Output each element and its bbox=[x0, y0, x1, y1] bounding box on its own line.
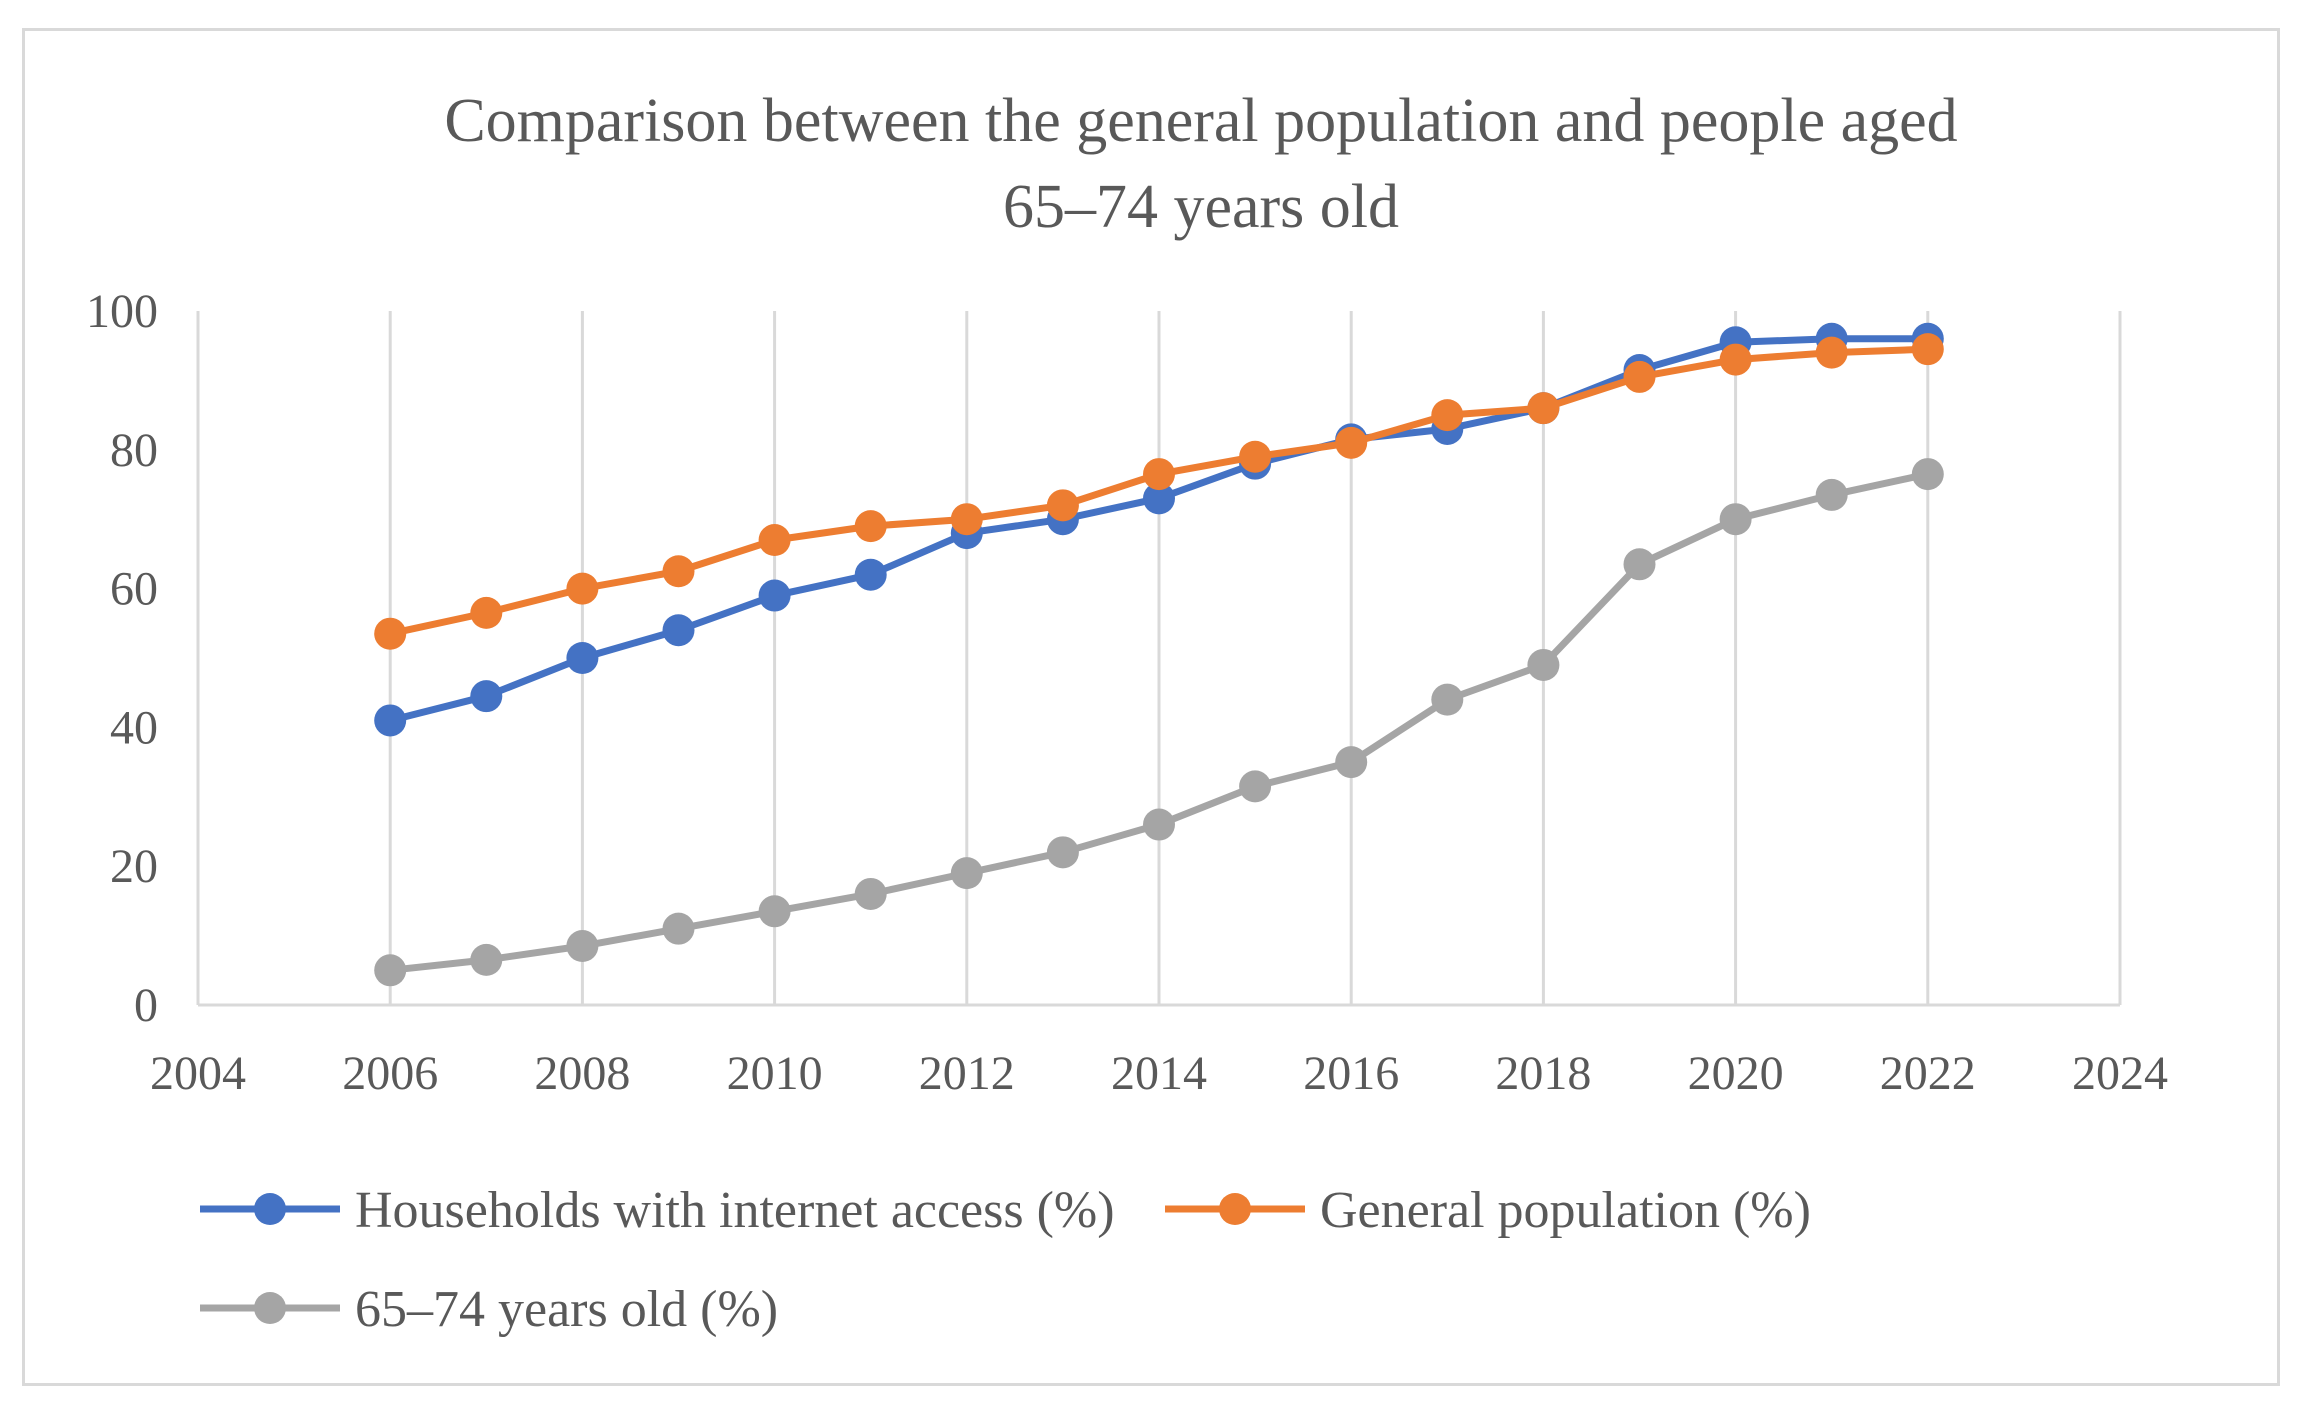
series-2-point-2015 bbox=[1239, 440, 1272, 473]
legend-entry-3: 65–74 years old (%) bbox=[200, 1281, 778, 1338]
series-1-point-2011 bbox=[854, 558, 887, 591]
series-3-point-2011 bbox=[854, 877, 887, 910]
x-tick-label-2024: 2024 bbox=[2072, 1047, 2168, 1100]
series-3-point-2018 bbox=[1527, 648, 1560, 681]
series-3-point-2020 bbox=[1719, 503, 1752, 536]
x-tick-label-2016: 2016 bbox=[1303, 1047, 1399, 1100]
chart-title-line-2: 65–74 years old bbox=[1003, 173, 1399, 241]
x-tick-label-2010: 2010 bbox=[727, 1047, 823, 1100]
series-3-point-2009 bbox=[662, 912, 695, 945]
series-2-point-2020 bbox=[1719, 343, 1752, 376]
series-3-point-2010 bbox=[758, 895, 791, 928]
legend: Households with internet access (%) Gener… bbox=[200, 1182, 1811, 1338]
series-3 bbox=[374, 458, 1944, 987]
legend-label-3: 65–74 years old (%) bbox=[355, 1281, 778, 1338]
series-3-point-2021 bbox=[1815, 478, 1848, 511]
legend-label-1: Households with internet access (%) bbox=[355, 1182, 1115, 1239]
series-1-point-2010 bbox=[758, 579, 791, 612]
series-3-point-2013 bbox=[1046, 836, 1079, 869]
series-2-point-2007 bbox=[470, 596, 503, 629]
y-tick-label-0: 0 bbox=[134, 979, 158, 1032]
series-2-point-2018 bbox=[1527, 392, 1560, 425]
series-1-point-2007 bbox=[470, 680, 503, 713]
y-tick-label-60: 60 bbox=[110, 563, 158, 616]
y-tick-label-40: 40 bbox=[110, 701, 158, 754]
series-2-point-2021 bbox=[1815, 336, 1848, 369]
series-2-point-2013 bbox=[1046, 489, 1079, 522]
series-2-point-2022 bbox=[1911, 333, 1944, 366]
series-2-point-2017 bbox=[1431, 399, 1464, 432]
x-tick-label-2018: 2018 bbox=[1495, 1047, 1591, 1100]
x-tick-label-2022: 2022 bbox=[1880, 1047, 1976, 1100]
gridlines bbox=[196, 311, 2122, 1005]
x-tick-label-2020: 2020 bbox=[1688, 1047, 1784, 1100]
chart-frame: Comparison between the general populatio… bbox=[22, 28, 2280, 1386]
legend-label-2: General population (%) bbox=[1320, 1182, 1811, 1239]
series-1-point-2008 bbox=[566, 642, 599, 674]
plot-series bbox=[374, 322, 1944, 987]
series-1-point-2014 bbox=[1143, 482, 1175, 515]
x-tick-label-2012: 2012 bbox=[919, 1047, 1015, 1100]
series-2-point-2011 bbox=[854, 510, 887, 543]
legend-entry-2: General population (%) bbox=[1165, 1182, 1811, 1239]
x-tick-label-2014: 2014 bbox=[1111, 1047, 1207, 1100]
y-tick-label-20: 20 bbox=[110, 840, 158, 893]
series-3-point-2016 bbox=[1335, 746, 1368, 779]
legend-swatch-marker-2 bbox=[1219, 1193, 1251, 1225]
series-3-point-2014 bbox=[1143, 808, 1175, 841]
chart-title: Comparison between the general populatio… bbox=[444, 87, 1957, 241]
series-2 bbox=[374, 333, 1944, 650]
series-2-point-2008 bbox=[566, 572, 599, 605]
series-3-point-2019 bbox=[1623, 548, 1656, 581]
x-tick-label-2008: 2008 bbox=[534, 1047, 630, 1100]
series-3-point-2012 bbox=[950, 857, 983, 890]
series-3-point-2022 bbox=[1911, 458, 1944, 491]
y-tick-label-100: 100 bbox=[86, 285, 158, 338]
y-tick-label-80: 80 bbox=[110, 424, 158, 477]
x-tick-label-2006: 2006 bbox=[342, 1047, 438, 1100]
legend-swatch-marker-3 bbox=[254, 1292, 286, 1324]
series-2-point-2019 bbox=[1623, 360, 1656, 393]
series-2-point-2009 bbox=[662, 555, 695, 588]
axes: 2004 2006 2008 2010 2012 2014 2016 2018 2020 2022… bbox=[86, 285, 2168, 1100]
series-2-point-2014 bbox=[1143, 458, 1175, 491]
series-3-point-2015 bbox=[1239, 770, 1272, 803]
series-3-point-2017 bbox=[1431, 683, 1464, 716]
series-2-point-2016 bbox=[1335, 426, 1368, 459]
legend-entry-1: Households with internet access (%) bbox=[200, 1182, 1115, 1239]
series-3-point-2006 bbox=[374, 954, 407, 987]
series-2-point-2006 bbox=[374, 617, 407, 650]
legend-swatch-marker-1 bbox=[254, 1193, 286, 1225]
series-1-point-2009 bbox=[662, 614, 695, 647]
series-2-point-2012 bbox=[950, 503, 983, 536]
series-2-point-2010 bbox=[758, 524, 791, 557]
series-3-point-2008 bbox=[566, 930, 599, 963]
series-3-point-2007 bbox=[470, 943, 503, 976]
x-tick-label-2004: 2004 bbox=[150, 1047, 246, 1100]
series-1-point-2006 bbox=[374, 704, 407, 737]
line-chart: Comparison between the general populatio… bbox=[86, 87, 2168, 1338]
chart-title-line-1: Comparison between the general populatio… bbox=[444, 87, 1957, 155]
